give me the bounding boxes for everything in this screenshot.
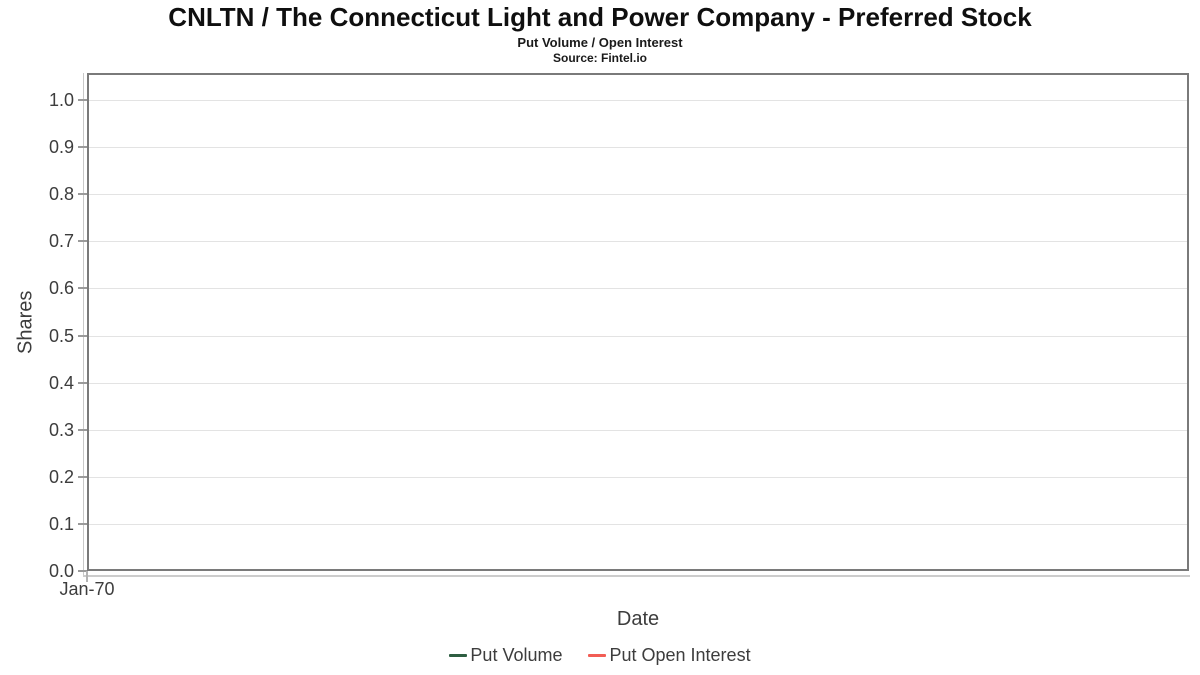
gridline	[89, 100, 1187, 101]
x-tick-label: Jan-70	[59, 579, 115, 599]
y-tick-mark	[78, 570, 87, 572]
gridline	[89, 523, 1187, 525]
legend-swatch-icon	[449, 654, 468, 657]
legend-item-put-open-interest[interactable]: Put Open Interest	[588, 645, 751, 666]
chart-subtitle: Put Volume / Open Interest	[517, 35, 683, 50]
y-tick-mark	[78, 334, 87, 337]
y-tick-mark	[78, 240, 87, 243]
y-tick-mark	[78, 287, 87, 290]
gridline	[89, 335, 1187, 337]
y-tick-mark	[78, 428, 87, 431]
chart-source-label: Source: Fintel.io	[552, 51, 647, 65]
gridline	[89, 429, 1187, 431]
legend-label: Put Volume	[470, 645, 563, 665]
y-tick-label: 0.2	[48, 466, 74, 487]
y-tick-mark	[78, 99, 87, 101]
y-tick-label: 1.0	[48, 90, 74, 110]
gridline	[89, 382, 1187, 384]
gridline	[89, 241, 1187, 243]
y-tick-label: 0.5	[48, 325, 74, 346]
x-axis-line	[83, 575, 1190, 577]
legend-swatch-icon	[588, 654, 607, 657]
gridline	[89, 288, 1187, 290]
y-tick-mark	[78, 475, 87, 478]
chart-title: CNLTN / The Connecticut Light and Power …	[168, 2, 1032, 32]
y-tick-mark	[78, 381, 87, 384]
legend: Put Volume Put Open Interest	[0, 645, 1200, 666]
gridline	[89, 476, 1187, 478]
y-tick-label: 0.8	[48, 184, 74, 205]
y-tick-mark	[78, 193, 87, 196]
y-tick-mark	[78, 146, 87, 149]
y-tick-label: 0.1	[48, 513, 74, 534]
y-tick-label: 0.3	[48, 419, 74, 440]
y-tick-label: 0.9	[48, 137, 74, 158]
y-tick-label: 0.6	[48, 278, 74, 299]
y-axis-line	[83, 73, 84, 577]
gridline	[89, 147, 1187, 149]
x-axis-title: Date	[616, 608, 660, 630]
y-tick-label: 0.4	[48, 372, 74, 393]
legend-item-put-volume[interactable]: Put Volume	[449, 645, 562, 666]
gridline	[89, 194, 1187, 196]
y-tick-mark	[78, 522, 87, 525]
y-tick-label: 0.7	[48, 231, 74, 252]
x-tick-mark	[86, 571, 88, 582]
plot-area	[87, 73, 1189, 571]
y-tick-label: 0.0	[48, 561, 74, 581]
legend-label: Put Open Interest	[609, 645, 751, 665]
